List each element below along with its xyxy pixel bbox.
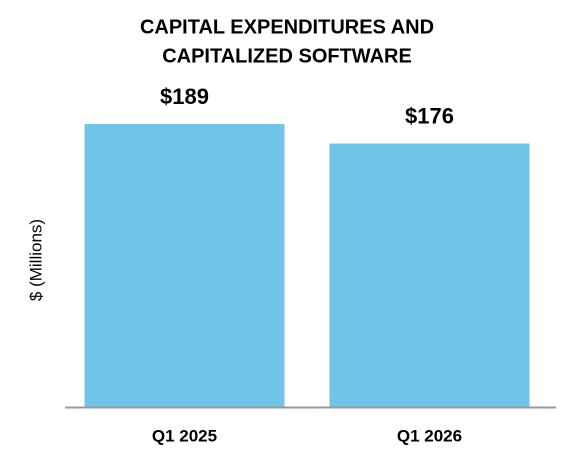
- x-tick-label: Q1 2025: [152, 426, 217, 445]
- bar: [329, 143, 530, 407]
- data-label: $189: [160, 84, 209, 109]
- y-axis-label: $ (Millions): [26, 219, 45, 301]
- bar: [84, 124, 285, 407]
- chart-title: CAPITALIZED SOFTWARE: [162, 45, 412, 67]
- data-label: $176: [405, 103, 454, 128]
- chart-title: CAPITAL EXPENDITURES AND: [140, 16, 434, 38]
- x-tick-label: Q1 2026: [397, 426, 462, 445]
